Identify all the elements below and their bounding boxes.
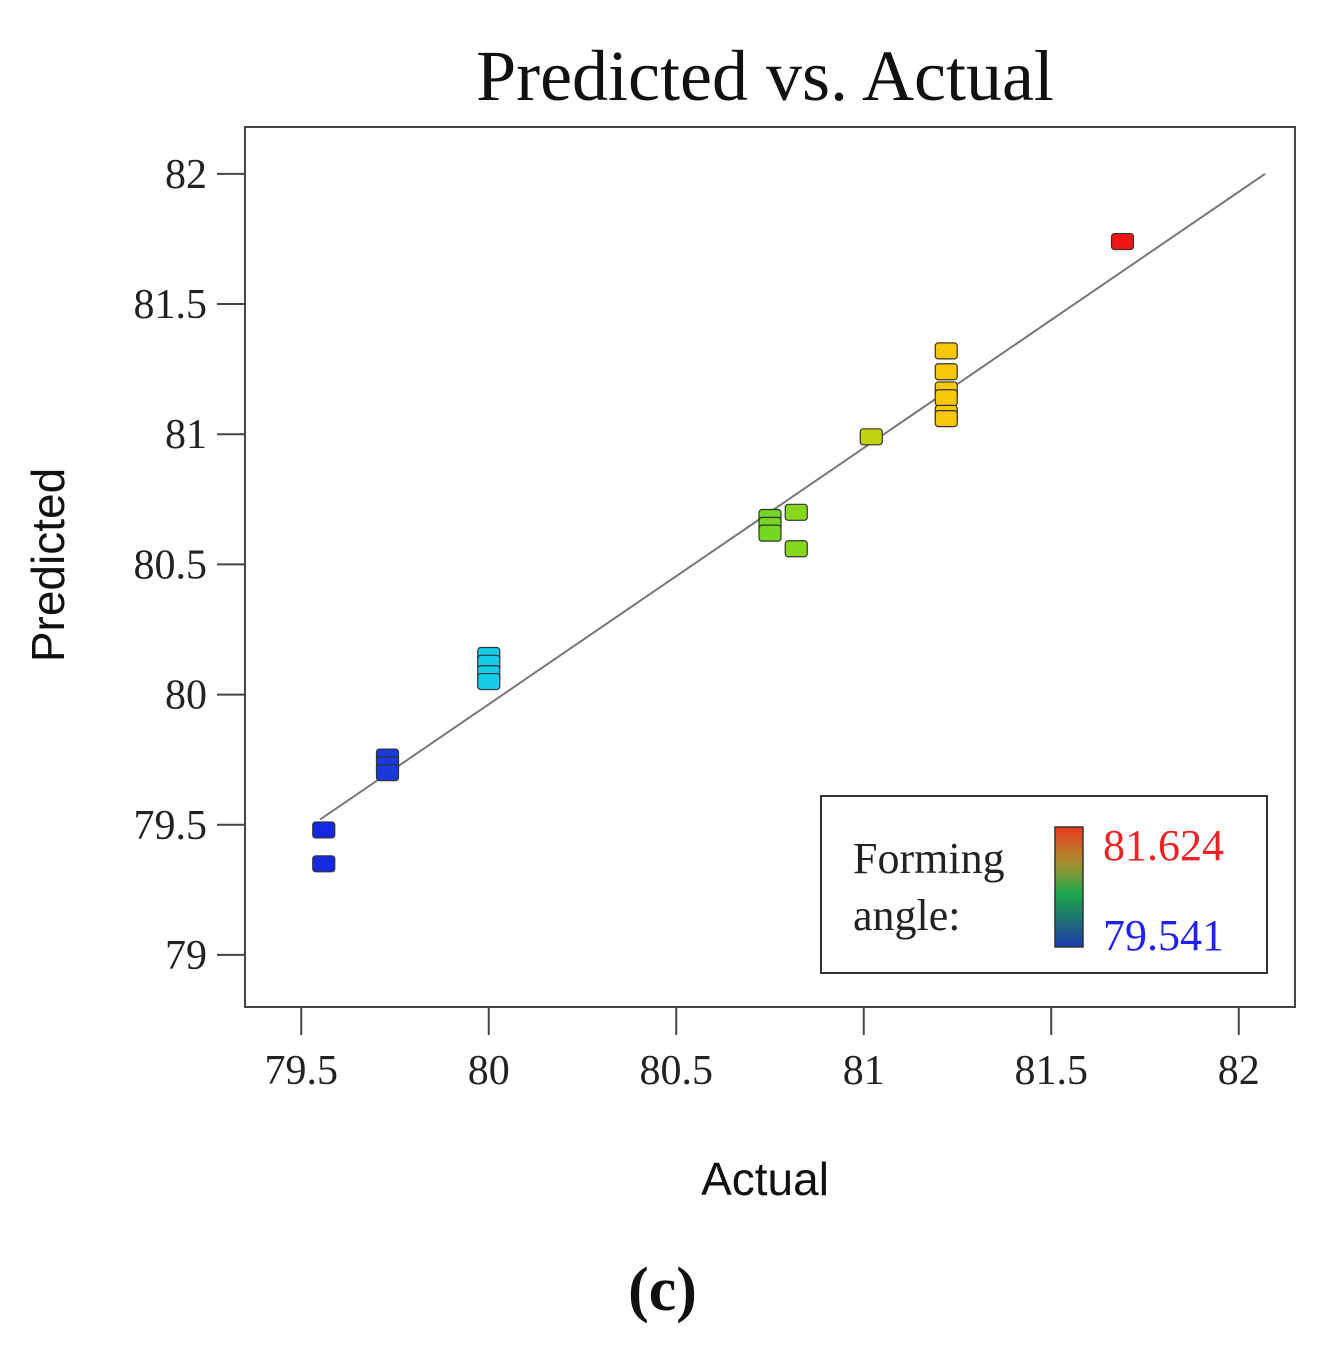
x-axis-label: Actual [701, 1153, 829, 1205]
data-point [477, 672, 501, 691]
data-points [312, 232, 1135, 873]
reference-line [319, 173, 1266, 821]
panel-label: (c) [628, 1256, 697, 1324]
legend-box [820, 795, 1268, 974]
color-legend: Forming angle: 81.624 79.541 [820, 795, 1268, 974]
x-axis: 79.5 80 80.5 81 81.5 82 [265, 1007, 1260, 1094]
legend-label-line2: angle: [853, 891, 961, 940]
y-tick-label: 81 [165, 412, 207, 458]
y-tick-label: 82 [165, 152, 207, 198]
legend-label-line1: Forming [853, 834, 1005, 883]
data-point [312, 855, 336, 873]
data-point [934, 363, 958, 381]
data-point [859, 428, 883, 446]
x-tick-label: 82 [1218, 1048, 1260, 1094]
x-tick-label: 80 [468, 1048, 510, 1094]
data-point [1110, 232, 1135, 251]
data-point [312, 821, 336, 839]
chart-title: Predicted vs. Actual [476, 36, 1054, 116]
x-tick-label: 79.5 [265, 1048, 339, 1094]
y-axis-label: Predicted [22, 468, 74, 662]
y-tick-label: 80.5 [134, 542, 208, 588]
scale-min-label: 79.541 [1103, 911, 1224, 960]
scale-max-label: 81.624 [1103, 821, 1224, 870]
y-tick-label: 80 [165, 673, 207, 719]
x-tick-label: 81.5 [1015, 1048, 1089, 1094]
data-point [934, 389, 958, 407]
y-tick-label: 81.5 [134, 282, 208, 328]
x-tick-label: 80.5 [640, 1048, 714, 1094]
y-tick-label: 79 [165, 933, 207, 979]
data-point [784, 503, 808, 521]
data-point [784, 540, 808, 558]
data-point [375, 764, 400, 782]
data-point [758, 524, 782, 542]
y-axis: 79 79.5 80 80.5 81 81.5 82 [134, 152, 245, 979]
color-scale-bar [1054, 826, 1084, 948]
x-tick-label: 81 [843, 1048, 885, 1094]
y-tick-label: 79.5 [134, 803, 208, 849]
data-point [934, 409, 958, 428]
data-point [934, 342, 958, 360]
